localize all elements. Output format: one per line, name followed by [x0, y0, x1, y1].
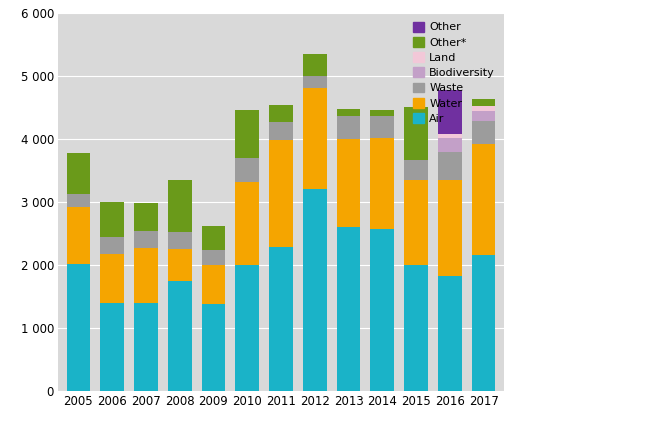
Bar	[472, 106, 495, 111]
Bar	[303, 189, 327, 391]
Bar	[371, 110, 394, 116]
Bar	[404, 265, 428, 391]
Bar	[371, 138, 394, 229]
Bar	[100, 303, 124, 391]
Bar	[337, 108, 360, 116]
Bar	[269, 140, 293, 247]
Bar	[472, 99, 495, 106]
Bar	[235, 265, 259, 391]
Bar	[438, 90, 462, 134]
Legend: Other, Other*, Land, Biodiversity, Waste, Water, Air: Other, Other*, Land, Biodiversity, Waste…	[410, 18, 498, 127]
Bar	[404, 160, 428, 181]
Bar	[303, 88, 327, 189]
Bar	[404, 181, 428, 265]
Bar	[371, 116, 394, 138]
Bar	[134, 303, 158, 391]
Bar	[134, 231, 158, 248]
Bar	[202, 227, 225, 250]
Bar	[337, 116, 360, 139]
Bar	[67, 207, 90, 264]
Bar	[438, 134, 462, 138]
Bar	[168, 249, 191, 280]
Bar	[472, 121, 495, 144]
Bar	[438, 138, 462, 152]
Bar	[371, 229, 394, 391]
Bar	[269, 105, 293, 122]
Bar	[202, 304, 225, 391]
Bar	[337, 227, 360, 391]
Bar	[303, 76, 327, 88]
Bar	[202, 265, 225, 304]
Bar	[67, 153, 90, 194]
Bar	[235, 110, 259, 159]
Bar	[337, 139, 360, 227]
Bar	[168, 280, 191, 391]
Bar	[438, 180, 462, 276]
Bar	[438, 276, 462, 391]
Bar	[472, 111, 495, 121]
Bar	[67, 264, 90, 391]
Bar	[269, 247, 293, 391]
Bar	[472, 255, 495, 391]
Bar	[472, 144, 495, 255]
Bar	[100, 202, 124, 237]
Bar	[202, 250, 225, 265]
Bar	[67, 194, 90, 207]
Bar	[134, 203, 158, 231]
Bar	[168, 232, 191, 249]
Bar	[168, 180, 191, 232]
Bar	[404, 108, 428, 160]
Bar	[235, 159, 259, 182]
Bar	[269, 122, 293, 140]
Bar	[134, 248, 158, 303]
Bar	[438, 152, 462, 180]
Bar	[100, 237, 124, 254]
Bar	[303, 54, 327, 76]
Bar	[100, 254, 124, 303]
Bar	[235, 182, 259, 265]
